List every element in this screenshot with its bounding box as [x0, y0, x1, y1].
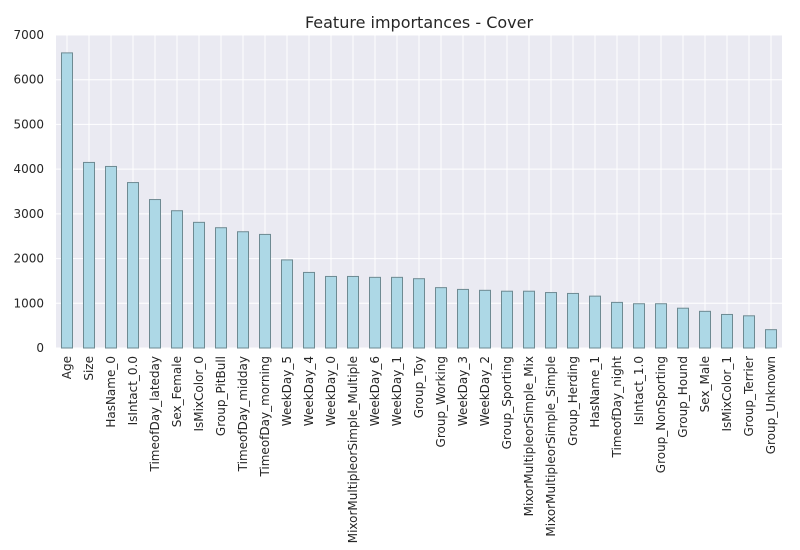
- x-tick-label: TimeofDay_midday: [236, 356, 250, 472]
- bar-weekday-4: [303, 271, 315, 349]
- x-tick-label: Size: [82, 356, 96, 381]
- bar-group-terrier: [743, 315, 755, 349]
- x-tick-label: MixorMultipleorSimple_Simple: [544, 356, 558, 537]
- bar-group-nonsporting: [655, 303, 667, 349]
- x-tick-label: Group_Hound: [676, 356, 690, 438]
- x-tick-label: TimeofDay_night: [610, 356, 624, 459]
- bar-group-hound: [677, 307, 689, 349]
- x-tick-label: Group_Herding: [566, 356, 580, 446]
- x-tick-label: WeekDay_3: [456, 356, 470, 426]
- x-tick-label: IsIntact_0.0: [126, 356, 140, 425]
- bar-mixormultipleorsimple-simple: [545, 292, 557, 349]
- bar-size: [83, 161, 95, 349]
- y-tick-labels: 0 1000 2000 3000 4000 5000 6000 7000: [13, 28, 44, 355]
- bar-ismixcolor-1: [721, 313, 733, 349]
- y-tick-label: 3000: [13, 207, 44, 221]
- x-tick-label: Age: [60, 356, 74, 379]
- bar-weekday-2: [479, 289, 491, 349]
- bar-hasname-1: [589, 295, 601, 349]
- bar-weekday-3: [457, 288, 469, 349]
- bar-ismixcolor-0: [193, 221, 205, 349]
- x-tick-label: IsMixColor_1: [720, 356, 734, 432]
- x-tick-label: Group_Toy: [412, 356, 426, 418]
- x-tick-label: IsIntact_1.0: [632, 356, 646, 425]
- x-tick-label: MixorMultipleorSimple_Mix: [522, 356, 536, 516]
- bar-weekday-0: [325, 275, 337, 349]
- bar-sex-female: [171, 210, 183, 349]
- bar-group-sporting: [501, 290, 513, 349]
- x-tick-label: Sex_Female: [170, 356, 184, 427]
- bar-hasname-0: [105, 165, 117, 349]
- bar-isintact-1-0: [633, 303, 645, 349]
- bar-group-working: [435, 287, 447, 349]
- x-tick-label: WeekDay_0: [324, 356, 338, 426]
- bar-mixormultipleorsimple-multiple: [347, 275, 359, 349]
- x-tick-label: Group_Unknown: [764, 356, 778, 454]
- bar-group-pitbull: [215, 227, 227, 349]
- x-tick-label: WeekDay_4: [302, 356, 316, 426]
- y-tick-label: 5000: [13, 117, 44, 131]
- bar-timeofday-night: [611, 301, 623, 349]
- bar-isintact-0-0: [127, 182, 139, 349]
- bar-group-herding: [567, 292, 579, 349]
- bar-sex-male: [699, 310, 711, 349]
- x-tick-label: WeekDay_6: [368, 356, 382, 426]
- y-tick-label: 6000: [13, 73, 44, 87]
- bar-timeofday-lateday: [149, 199, 161, 349]
- y-tick-label: 2000: [13, 252, 44, 266]
- x-tick-label: Group_Working: [434, 356, 448, 447]
- bars: [61, 52, 777, 349]
- chart-title: Feature importances - Cover: [305, 13, 534, 32]
- x-tick-label: TimeofDay_morning: [258, 356, 272, 478]
- x-tick-labels: Age Size HasName_0 IsIntact_0.0 TimeofDay_la…: [60, 356, 778, 544]
- bar-timeofday-midday: [237, 231, 249, 349]
- y-tick-label: 7000: [13, 28, 44, 42]
- x-tick-label: TimeofDay_lateday: [148, 356, 162, 472]
- x-tick-label: Group_PitBull: [214, 356, 228, 436]
- x-tick-label: IsMixColor_0: [192, 356, 206, 432]
- x-tick-label: Group_Terrier: [742, 356, 756, 437]
- y-tick-label: 0: [36, 341, 44, 355]
- x-tick-label: WeekDay_5: [280, 356, 294, 426]
- bar-mixormultipleorsimple-mix: [523, 290, 535, 349]
- y-tick-label: 1000: [13, 296, 44, 310]
- bar-weekday-6: [369, 276, 381, 349]
- x-tick-label: Sex_Male: [698, 356, 712, 412]
- bar-timeofday-morning: [259, 233, 271, 349]
- x-tick-label: Group_Sporting: [500, 356, 514, 449]
- x-tick-label: WeekDay_1: [390, 356, 404, 426]
- x-tick-label: HasName_1: [588, 356, 602, 428]
- bar-weekday-1: [391, 276, 403, 349]
- x-tick-label: HasName_0: [104, 356, 118, 428]
- bar-group-toy: [413, 278, 425, 349]
- bar-weekday-5: [281, 259, 293, 349]
- x-tick-label: WeekDay_2: [478, 356, 492, 426]
- x-tick-label: Group_NonSporting: [654, 356, 668, 473]
- x-tick-label: MixorMultipleorSimple_Multiple: [346, 356, 360, 543]
- bar-group-unknown: [765, 329, 777, 349]
- y-tick-label: 4000: [13, 162, 44, 176]
- bar-age: [61, 52, 73, 349]
